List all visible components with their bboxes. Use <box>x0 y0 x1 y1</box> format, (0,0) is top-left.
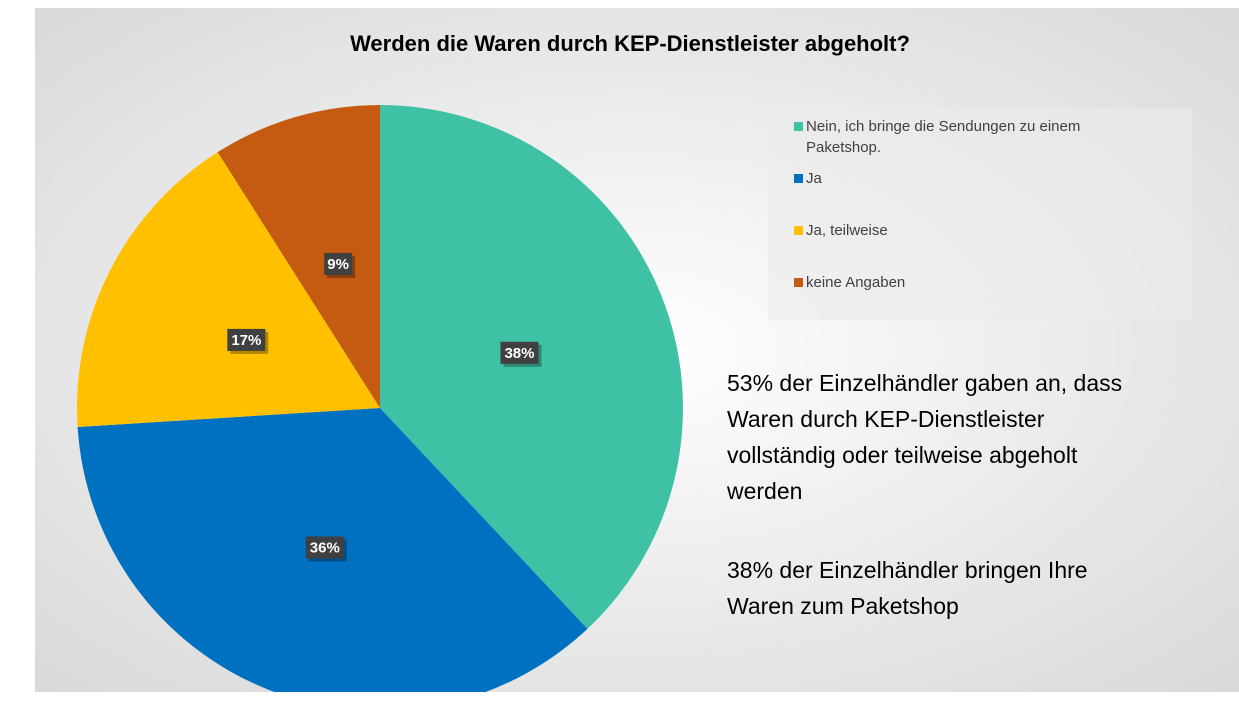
pie-slice <box>76 152 380 428</box>
annotation-line: vollständig oder teilweise abgeholt <box>727 442 1078 468</box>
data-label-box <box>500 341 539 364</box>
legend-swatch <box>794 174 803 183</box>
legend-label: Ja, teilweise <box>806 222 888 239</box>
legend-item: Ja <box>794 168 1156 220</box>
legend-label: Nein, ich bringe die Sendungen zu einem … <box>806 118 1081 156</box>
annotation-line: Waren zum Paketshop <box>727 593 959 619</box>
data-label-box <box>227 328 266 351</box>
annotation-line: 53% der Einzelhändler gaben an, dass <box>727 370 1122 396</box>
legend: Nein, ich bringe die Sendungen zu einem … <box>768 108 1192 320</box>
data-label: 17% <box>231 332 261 349</box>
legend-item: Nein, ich bringe die Sendungen zu einem … <box>794 116 1156 168</box>
legend-swatch <box>794 278 803 287</box>
annotation-line: Waren durch KEP-Dienstleister <box>727 406 1045 432</box>
pie-slice <box>217 105 380 408</box>
legend-swatch <box>794 226 803 235</box>
annotation-line: werden <box>726 478 802 504</box>
data-label: 9% <box>327 256 349 273</box>
pie-slice <box>380 105 683 629</box>
annotation-line: 38% der Einzelhändler bringen Ihre <box>727 557 1088 583</box>
legend-item: keine Angaben <box>794 272 1156 324</box>
legend-label: Ja <box>806 170 822 187</box>
legend-swatch <box>794 122 803 131</box>
chart-title: Werden die Waren durch KEP-Dienstleister… <box>350 31 910 56</box>
legend-label: keine Angaben <box>806 274 906 291</box>
data-label-box <box>305 536 344 559</box>
data-label: 36% <box>310 539 340 556</box>
data-label: 38% <box>504 345 534 362</box>
plot-area <box>76 105 683 692</box>
data-label-box <box>324 252 353 275</box>
legend-item: Ja, teilweise <box>794 220 1156 272</box>
